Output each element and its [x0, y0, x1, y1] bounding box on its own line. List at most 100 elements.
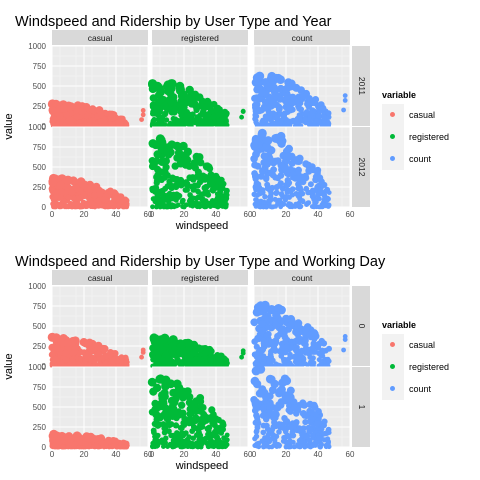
data-point [286, 386, 295, 395]
data-point [240, 348, 246, 354]
legend-dot-casual [390, 112, 395, 117]
data-point [307, 181, 314, 188]
x-tick-label: 0 [150, 450, 155, 459]
data-point [282, 197, 288, 203]
data-point [278, 119, 284, 125]
data-point [205, 163, 213, 171]
data-point [342, 98, 348, 103]
data-point [196, 397, 205, 406]
data-point [264, 116, 270, 122]
data-point [106, 187, 114, 195]
data-point [157, 199, 163, 205]
data-point [300, 401, 308, 409]
data-point [62, 349, 69, 357]
data-point [179, 348, 187, 355]
data-point [56, 181, 65, 190]
data-point [250, 142, 259, 151]
y-tick-label: 750 [33, 302, 47, 311]
data-point [253, 343, 260, 350]
data-point [71, 200, 78, 206]
x-tick-label: 0 [50, 210, 55, 219]
data-point [284, 152, 293, 161]
legend-title: variable [382, 90, 417, 100]
x-tick-label: 0 [252, 210, 257, 219]
y-tick-label: 1000 [28, 363, 46, 372]
legend-label: count [409, 154, 432, 164]
data-point [118, 115, 125, 122]
data-point [268, 386, 277, 395]
y-tick-label: 1000 [28, 282, 46, 291]
data-point [167, 361, 173, 367]
data-point [96, 356, 102, 363]
data-point [158, 158, 166, 166]
data-point [69, 204, 75, 210]
data-point [174, 122, 180, 128]
data-point [166, 379, 176, 389]
data-point [315, 192, 321, 198]
data-point [299, 92, 308, 100]
data-point [151, 348, 159, 356]
facet-strip [352, 127, 370, 207]
data-point [155, 361, 161, 367]
data-point [154, 191, 160, 198]
data-point [316, 357, 322, 363]
data-point [277, 305, 286, 315]
data-point [310, 166, 317, 174]
data-point [282, 376, 292, 386]
x-tick-label: 60 [244, 210, 253, 219]
y-tick-label: 0 [42, 203, 47, 212]
data-point [54, 437, 62, 445]
data-point [272, 321, 281, 329]
data-point [214, 175, 221, 182]
data-point [325, 358, 331, 364]
y-tick-label: 0 [42, 443, 47, 452]
data-point [51, 442, 57, 448]
legend-dot-registered [390, 364, 395, 369]
data-point [263, 204, 269, 210]
data-point [190, 195, 196, 201]
data-point [305, 362, 311, 368]
panel-count-2011 [251, 45, 351, 129]
data-point [195, 153, 204, 162]
data-point [274, 332, 281, 340]
data-point [156, 86, 165, 95]
data-point [150, 119, 156, 125]
y-tick-label: 250 [33, 342, 47, 351]
data-point [269, 122, 275, 128]
facet-strip-label: casual [88, 33, 113, 43]
data-point [291, 444, 297, 450]
y-tick-label: 500 [33, 322, 47, 331]
data-point [272, 174, 279, 181]
data-point [264, 426, 271, 433]
data-point [208, 119, 214, 126]
data-point [104, 436, 113, 444]
data-point [67, 116, 74, 123]
data-point [302, 419, 309, 426]
data-point [161, 204, 167, 210]
data-point [65, 194, 72, 201]
data-point [268, 348, 274, 355]
data-point [162, 350, 170, 358]
y-tick-label: 750 [33, 143, 47, 152]
data-point [276, 106, 283, 113]
x-tick-label: 60 [244, 450, 253, 459]
data-point [282, 85, 290, 94]
data-point [171, 193, 177, 199]
data-point [173, 154, 182, 162]
data-point [306, 400, 314, 408]
data-point [124, 443, 130, 448]
data-point [257, 389, 265, 398]
data-point [260, 337, 268, 345]
data-point [177, 108, 184, 115]
data-point [97, 118, 104, 125]
data-point [95, 350, 102, 358]
data-point [285, 406, 293, 414]
data-point [305, 189, 311, 196]
data-point [270, 414, 277, 421]
data-point [281, 112, 288, 119]
data-point [162, 438, 168, 445]
data-point [186, 357, 192, 363]
data-point [302, 345, 309, 352]
data-point [316, 435, 322, 441]
data-point [308, 409, 316, 417]
